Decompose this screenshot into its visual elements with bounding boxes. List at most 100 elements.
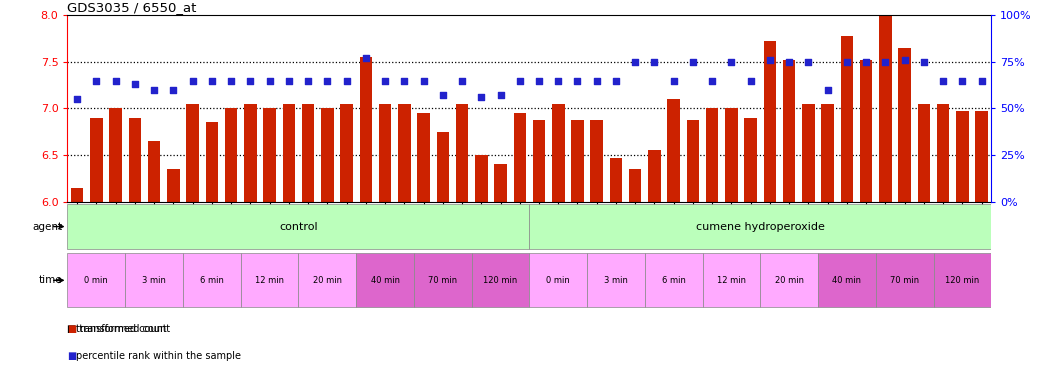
Bar: [183, 253, 241, 307]
Bar: [609, 158, 622, 202]
Point: [530, 78, 547, 84]
Bar: [299, 253, 356, 307]
Text: ■: ■: [67, 324, 77, 334]
Text: 6 min: 6 min: [200, 276, 224, 285]
Text: control: control: [279, 222, 318, 232]
Bar: [760, 253, 818, 307]
Point: [954, 78, 971, 84]
Bar: [706, 109, 718, 202]
Point: [415, 78, 432, 84]
Bar: [147, 141, 160, 202]
Point: [550, 78, 567, 84]
Text: 120 min: 120 min: [946, 276, 980, 285]
Bar: [532, 120, 545, 202]
Point: [300, 78, 317, 84]
Point: [857, 59, 874, 65]
Bar: [529, 204, 991, 249]
Text: ■: ■: [67, 351, 77, 361]
Point: [69, 96, 85, 102]
Point: [781, 59, 797, 65]
Bar: [764, 41, 776, 202]
Point: [280, 78, 297, 84]
Bar: [379, 104, 391, 202]
Point: [377, 78, 393, 84]
Point: [800, 59, 817, 65]
Bar: [529, 253, 588, 307]
Point: [647, 59, 663, 65]
Text: 6 min: 6 min: [662, 276, 686, 285]
Point: [319, 78, 335, 84]
Bar: [414, 253, 471, 307]
Text: 3 min: 3 min: [604, 276, 628, 285]
Text: 40 min: 40 min: [371, 276, 400, 285]
Text: 20 min: 20 min: [312, 276, 342, 285]
Bar: [109, 109, 121, 202]
Text: percentile rank within the sample: percentile rank within the sample: [76, 351, 241, 361]
Bar: [282, 104, 295, 202]
Text: 70 min: 70 min: [429, 276, 458, 285]
Text: 40 min: 40 min: [832, 276, 862, 285]
Bar: [456, 104, 468, 202]
Bar: [841, 36, 853, 202]
Point: [338, 78, 355, 84]
Bar: [129, 118, 141, 202]
Point: [665, 78, 682, 84]
Bar: [818, 253, 876, 307]
Bar: [802, 104, 815, 202]
Bar: [703, 253, 760, 307]
Bar: [976, 111, 988, 202]
Bar: [321, 109, 333, 202]
Point: [974, 78, 990, 84]
Text: 20 min: 20 min: [774, 276, 803, 285]
Point: [145, 87, 162, 93]
Bar: [126, 253, 183, 307]
Text: 12 min: 12 min: [255, 276, 284, 285]
Point: [262, 78, 278, 84]
Point: [723, 59, 740, 65]
Bar: [876, 253, 933, 307]
Bar: [859, 60, 873, 202]
Point: [627, 59, 644, 65]
Bar: [67, 253, 126, 307]
Point: [877, 59, 894, 65]
Bar: [588, 253, 645, 307]
Bar: [90, 118, 103, 202]
Bar: [244, 104, 256, 202]
Bar: [821, 104, 834, 202]
Point: [512, 78, 528, 84]
Bar: [667, 99, 680, 202]
Bar: [937, 104, 950, 202]
Point: [897, 57, 913, 63]
Text: 120 min: 120 min: [484, 276, 518, 285]
Bar: [359, 57, 372, 202]
Bar: [645, 253, 703, 307]
Text: cumene hydroperoxide: cumene hydroperoxide: [695, 222, 825, 232]
Point: [704, 78, 720, 84]
Bar: [648, 151, 661, 202]
Bar: [225, 109, 238, 202]
Bar: [726, 109, 738, 202]
Bar: [494, 164, 507, 202]
Point: [435, 93, 452, 99]
Bar: [514, 113, 526, 202]
Point: [185, 78, 201, 84]
Text: transformed count: transformed count: [76, 324, 166, 334]
Text: 0 min: 0 min: [546, 276, 570, 285]
Bar: [918, 104, 930, 202]
Bar: [629, 169, 641, 202]
Point: [127, 81, 143, 87]
Point: [107, 78, 124, 84]
Bar: [264, 109, 276, 202]
Point: [473, 94, 490, 100]
Text: 3 min: 3 min: [142, 276, 166, 285]
Bar: [356, 253, 414, 307]
Point: [223, 78, 240, 84]
Point: [742, 78, 759, 84]
Text: ■ transformed count: ■ transformed count: [67, 324, 170, 334]
Bar: [471, 253, 529, 307]
Point: [88, 78, 105, 84]
Point: [454, 78, 470, 84]
Point: [395, 78, 412, 84]
Point: [203, 78, 220, 84]
Bar: [744, 118, 757, 202]
